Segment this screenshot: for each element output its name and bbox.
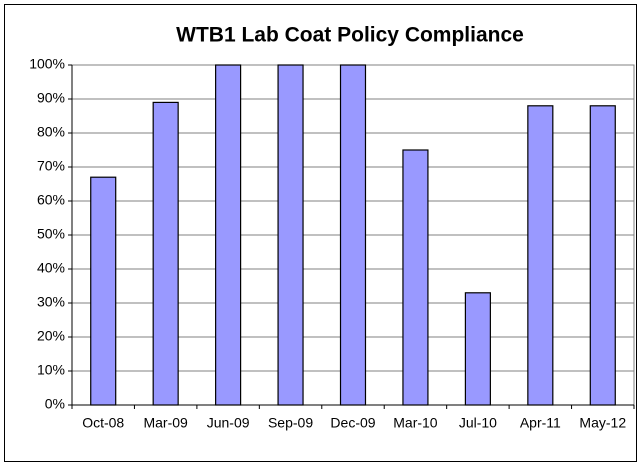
- bar: [215, 64, 242, 406]
- x-tick-label: Sep-09: [268, 415, 313, 431]
- x-tick-label: Mar-09: [143, 415, 188, 431]
- bar: [527, 105, 554, 406]
- bar: [277, 64, 304, 406]
- y-tick-label: 90%: [37, 90, 65, 106]
- x-tick-label: Jun-09: [207, 415, 250, 431]
- y-tick-label: 10%: [37, 362, 65, 378]
- x-tick-label: Oct-08: [82, 415, 124, 431]
- y-tick-label: 30%: [37, 294, 65, 310]
- x-tick-label: Dec-09: [330, 415, 375, 431]
- x-tick-label: May-12: [579, 415, 626, 431]
- bar: [339, 64, 367, 406]
- y-tick-label: 20%: [37, 328, 65, 344]
- x-tick-label: Apr-11: [520, 415, 561, 431]
- x-tick-label: Mar-10: [393, 415, 438, 431]
- y-tick-label: 0%: [45, 396, 65, 412]
- bar: [90, 176, 117, 406]
- y-tick-label: 100%: [29, 56, 65, 72]
- y-tick-label: 60%: [37, 192, 65, 208]
- y-tick-label: 80%: [37, 124, 65, 140]
- bar: [402, 149, 429, 406]
- bar: [152, 101, 179, 406]
- x-tick-label: Jul-10: [459, 415, 497, 431]
- bar: [464, 292, 491, 406]
- bar: [589, 105, 616, 406]
- chart-title: WTB1 Lab Coat Policy Compliance: [176, 24, 524, 47]
- y-tick-label: 70%: [37, 158, 65, 174]
- y-tick-label: 40%: [37, 260, 65, 276]
- y-tick-label: 50%: [37, 226, 65, 242]
